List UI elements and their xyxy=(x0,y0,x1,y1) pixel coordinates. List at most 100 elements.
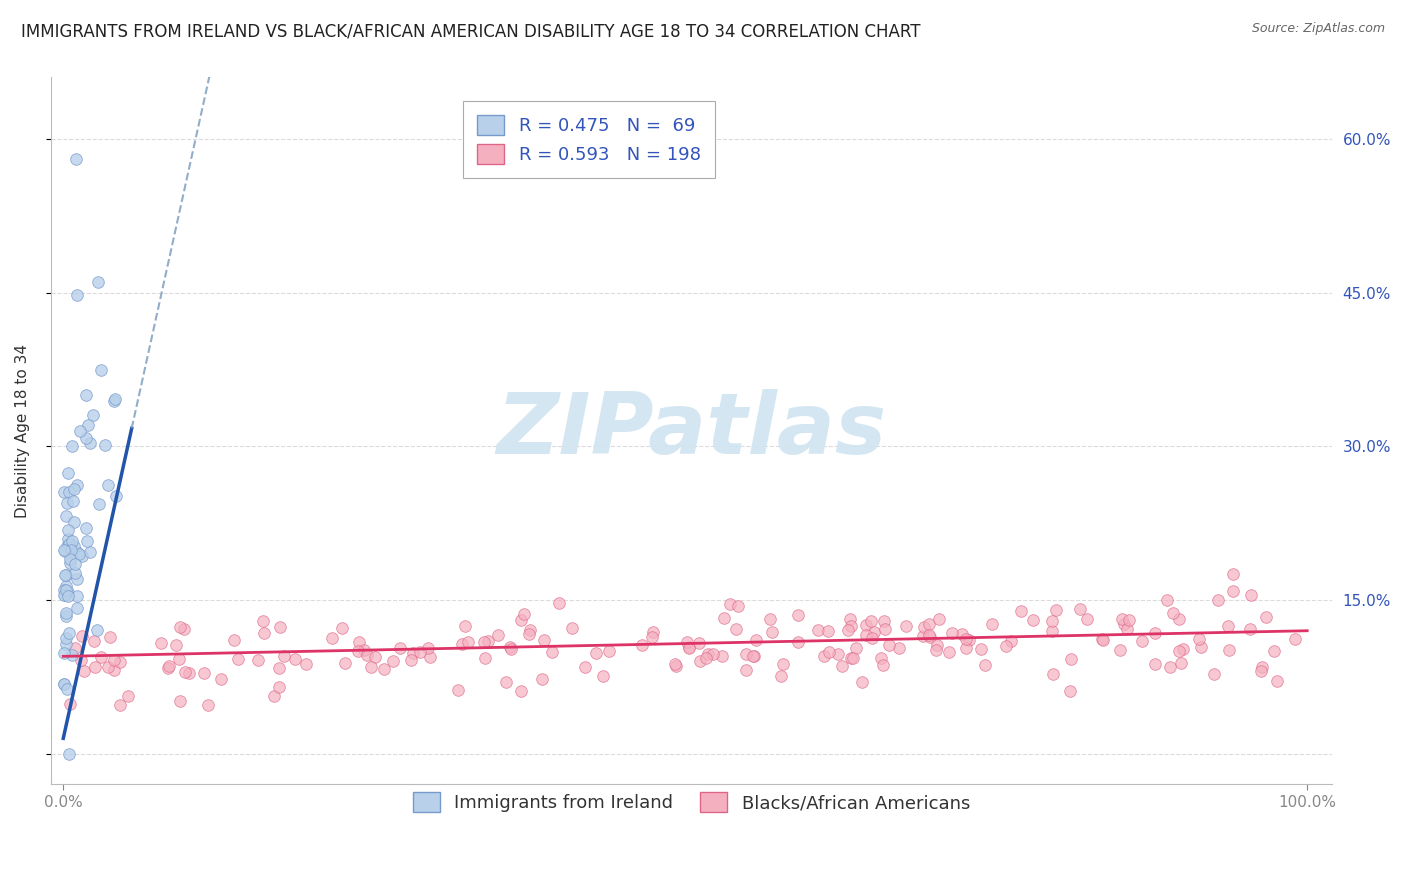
Point xyxy=(643,624,665,639)
Point xyxy=(1118,613,1140,627)
Point xyxy=(817,624,839,639)
Point xyxy=(855,628,877,642)
Point xyxy=(56,589,79,603)
Point xyxy=(519,623,541,637)
Point xyxy=(58,523,80,537)
Point xyxy=(252,614,274,628)
Point xyxy=(813,648,835,663)
Point xyxy=(541,645,564,659)
Point xyxy=(787,607,810,622)
Point xyxy=(718,598,741,612)
Point xyxy=(169,620,191,634)
Legend: Immigrants from Ireland, Blacks/African Americans: Immigrants from Ireland, Blacks/African … xyxy=(401,780,983,825)
Point xyxy=(501,641,523,656)
Point xyxy=(761,624,783,639)
Point xyxy=(912,620,935,634)
Point xyxy=(592,668,614,682)
Point xyxy=(894,619,917,633)
Point xyxy=(401,646,423,660)
Point xyxy=(807,623,830,637)
Point xyxy=(409,645,432,659)
Point xyxy=(55,567,77,582)
Point xyxy=(1042,614,1064,628)
Point xyxy=(938,645,960,659)
Point xyxy=(741,649,763,664)
Point xyxy=(56,467,79,481)
Point xyxy=(224,632,246,647)
Point xyxy=(1265,673,1288,688)
Point xyxy=(531,673,554,687)
Point xyxy=(53,543,76,558)
Point xyxy=(69,424,91,438)
Point xyxy=(512,607,534,621)
Point xyxy=(1108,642,1130,657)
Point xyxy=(156,661,179,675)
Point xyxy=(63,557,86,571)
Point xyxy=(585,646,607,660)
Point xyxy=(63,515,86,529)
Point xyxy=(1189,640,1212,654)
Point xyxy=(419,650,441,665)
Point xyxy=(104,490,127,504)
Point xyxy=(363,649,385,664)
Point xyxy=(1216,619,1239,633)
Point xyxy=(994,639,1017,653)
Point xyxy=(209,672,232,686)
Point xyxy=(52,484,75,499)
Point xyxy=(360,659,382,673)
Point xyxy=(60,533,83,548)
Point xyxy=(1111,611,1133,625)
Point xyxy=(1173,642,1195,657)
Point xyxy=(55,608,77,623)
Point xyxy=(174,665,197,679)
Point xyxy=(58,747,80,761)
Point xyxy=(872,657,894,672)
Point xyxy=(827,648,849,662)
Point xyxy=(838,612,860,626)
Point xyxy=(63,483,86,497)
Point xyxy=(295,657,318,671)
Point xyxy=(418,641,440,656)
Point xyxy=(727,599,749,613)
Point xyxy=(873,622,896,636)
Point xyxy=(59,556,82,570)
Point xyxy=(66,572,89,586)
Point xyxy=(735,663,758,677)
Point xyxy=(63,539,86,553)
Point xyxy=(1022,613,1045,627)
Point xyxy=(911,629,934,643)
Text: IMMIGRANTS FROM IRELAND VS BLACK/AFRICAN AMERICAN DISABILITY AGE 18 TO 34 CORREL: IMMIGRANTS FROM IRELAND VS BLACK/AFRICAN… xyxy=(21,22,921,40)
Point xyxy=(1010,604,1032,618)
Point xyxy=(870,651,893,665)
Point xyxy=(330,621,353,635)
Point xyxy=(94,438,117,452)
Point xyxy=(759,612,782,626)
Point xyxy=(55,583,77,598)
Point xyxy=(970,642,993,657)
Point xyxy=(75,432,97,446)
Point xyxy=(55,682,77,697)
Point xyxy=(1240,588,1263,602)
Point xyxy=(58,537,80,551)
Point xyxy=(1254,609,1277,624)
Point xyxy=(889,641,911,656)
Point xyxy=(55,579,77,593)
Point xyxy=(1218,643,1240,657)
Point xyxy=(52,646,75,660)
Point xyxy=(226,652,249,666)
Point xyxy=(69,547,91,561)
Point xyxy=(73,664,96,678)
Point xyxy=(267,661,290,675)
Point xyxy=(509,684,531,698)
Point xyxy=(55,496,77,510)
Point xyxy=(860,632,883,646)
Point xyxy=(957,633,980,648)
Point xyxy=(1116,622,1139,636)
Point xyxy=(58,485,80,500)
Point xyxy=(108,698,131,713)
Point xyxy=(66,600,89,615)
Point xyxy=(1040,624,1063,638)
Point xyxy=(1000,633,1022,648)
Point xyxy=(561,621,583,635)
Point xyxy=(1168,644,1191,658)
